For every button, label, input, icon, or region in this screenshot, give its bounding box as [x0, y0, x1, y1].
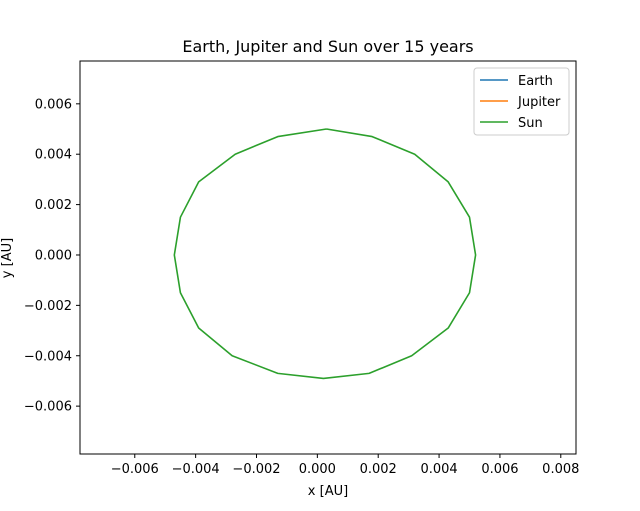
y-tick-label: 0.004 [35, 148, 72, 163]
legend-label-jupiter: Jupiter [517, 95, 561, 110]
y-tick-label: 0.006 [35, 97, 72, 112]
y-axis-ticks: −0.006 −0.004 −0.002 0.000 0.002 0.004 0.006 [24, 97, 80, 415]
legend-box [473, 67, 570, 136]
y-tick-label: −0.002 [24, 299, 72, 314]
x-tick-label: 0.004 [420, 462, 457, 477]
x-axis-label: x [AU] [308, 484, 348, 499]
x-axis-ticks: −0.006 −0.004 −0.002 0.000 0.002 0.004 0.006 0.… [111, 454, 579, 477]
y-tick-label: −0.004 [24, 349, 72, 364]
plot-area [79, 60, 577, 455]
y-axis-label: y [AU] [0, 238, 15, 278]
y-tick-label: 0.000 [35, 248, 72, 263]
y-tick-label: 0.002 [35, 198, 72, 213]
legend-label-earth: Earth [518, 74, 553, 89]
series-line-sun [173, 128, 477, 380]
legend-entries: Earth Jupiter Sun [480, 74, 561, 131]
x-tick-label: 0.002 [360, 462, 397, 477]
x-tick-label: −0.004 [172, 462, 220, 477]
legend-label-sun: Sun [518, 116, 543, 131]
series-layer [173, 128, 477, 380]
x-tick-label: 0.008 [542, 462, 579, 477]
chart-title: Earth, Jupiter and Sun over 15 years [182, 37, 473, 56]
axes-frame [79, 60, 577, 455]
x-tick-label: −0.002 [232, 462, 280, 477]
y-tick-label: −0.006 [24, 400, 72, 415]
x-tick-label: 0.006 [481, 462, 518, 477]
legend: Earth Jupiter Sun [473, 67, 570, 136]
x-tick-label: −0.006 [111, 462, 159, 477]
x-tick-label: 0.000 [299, 462, 336, 477]
